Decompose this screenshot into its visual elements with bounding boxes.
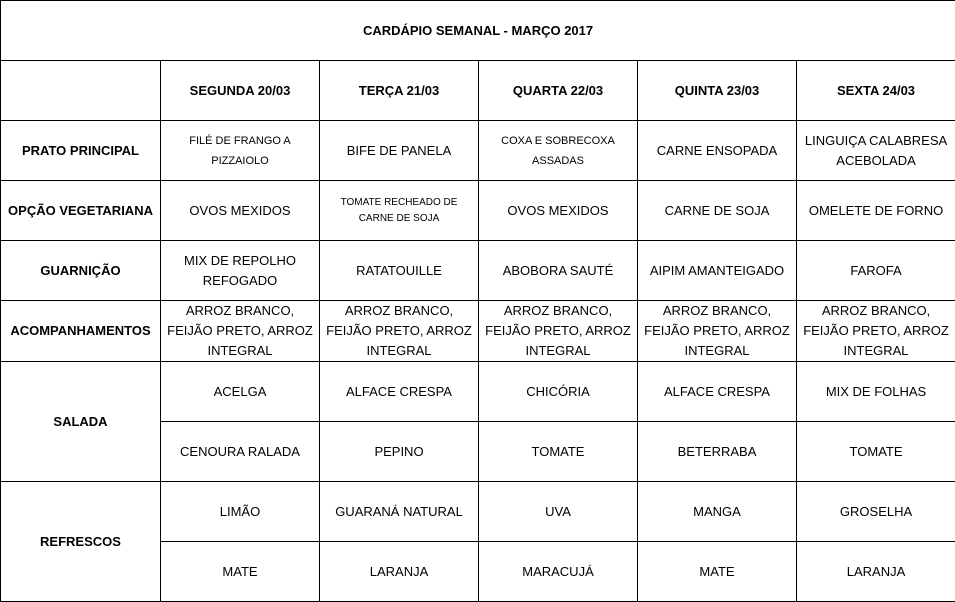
menu-cell: TOMATE RECHEADO DE CARNE DE SOJA [319,180,479,241]
menu-cell: BIFE DE PANELA [319,120,479,181]
table-row: CENOURA RALADA PEPINO TOMATE BETERRABA T… [1,421,955,482]
menu-cell: AIPIM AMANTEIGADO [637,240,797,301]
menu-cell: ARROZ BRANCO, FEIJÃO PRETO, ARROZ INTEGR… [795,300,955,362]
menu-cell: OVOS MEXIDOS [478,180,638,241]
menu-cell: PEPINO [319,421,479,482]
day-header: QUARTA 22/03 [478,60,638,121]
menu-cell: LIMÃO [160,481,320,542]
menu-cell: FAROFA [795,240,955,301]
menu-cell: MANGA [637,481,797,542]
menu-cell: CARNE DE SOJA [637,180,797,241]
menu-cell: LARANJA [795,541,955,602]
menu-cell: TOMATE [795,421,955,482]
header-row: SEGUNDA 20/03 TERÇA 21/03 QUARTA 22/03 Q… [0,60,955,121]
table-row: MATE LARANJA MARACUJÁ MATE LARANJA [1,541,955,602]
menu-cell: MIX DE FOLHAS [795,361,955,422]
row-label: SALADA [0,361,161,482]
menu-cell: RATATOUILLE [319,240,479,301]
menu-cell: GUARANÁ NATURAL [319,481,479,542]
menu-cell: TOMATE [478,421,638,482]
menu-cell: ARROZ BRANCO, FEIJÃO PRETO, ARROZ INTEGR… [319,300,479,362]
day-header: SEGUNDA 20/03 [160,60,320,121]
table-row: ACOMPANHAMENTOS ARROZ BRANCO, FEIJÃO PRE… [0,300,955,362]
table-row: GUARNIÇÃO MIX DE REPOLHO REFOGADO RATATO… [0,240,955,301]
menu-cell: LARANJA [319,541,479,602]
menu-cell: ALFACE CRESPA [637,361,797,422]
table-row: SALADA ACELGA ALFACE CRESPA CHICÓRIA ALF… [0,361,955,482]
menu-cell: CENOURA RALADA [160,421,320,482]
menu-cell: COXA E SOBRECOXA ASSADAS [478,120,638,181]
row-label: REFRESCOS [0,481,161,602]
menu-cell: FILÉ DE FRANGO A PIZZAIOLO [160,120,320,181]
row-label: ACOMPANHAMENTOS [0,300,161,362]
day-header: TERÇA 21/03 [319,60,479,121]
menu-cell: ALFACE CRESPA [319,361,479,422]
menu-cell: ARROZ BRANCO, FEIJÃO PRETO, ARROZ INTEGR… [637,300,797,362]
menu-cell: LINGUIÇA CALABRESA ACEBOLADA [795,120,955,181]
menu-cell: ARROZ BRANCO, FEIJÃO PRETO, ARROZ INTEGR… [478,300,638,362]
row-label: OPÇÃO VEGETARIANA [0,180,161,241]
row-label: PRATO PRINCIPAL [0,120,161,181]
menu-cell: CHICÓRIA [478,361,638,422]
menu-cell: CARNE ENSOPADA [637,120,797,181]
menu-cell: BETERRABA [637,421,797,482]
row-label: GUARNIÇÃO [0,240,161,301]
menu-cell: GROSELHA [795,481,955,542]
menu-cell: ACELGA [160,361,320,422]
menu-cell: UVA [478,481,638,542]
menu-cell: MATE [160,541,320,602]
menu-cell: MATE [637,541,797,602]
menu-cell: ABOBORA SAUTÉ [478,240,638,301]
table-row: OPÇÃO VEGETARIANA OVOS MEXIDOS TOMATE RE… [0,180,955,241]
day-header: QUINTA 23/03 [637,60,797,121]
menu-cell: MARACUJÁ [478,541,638,602]
menu-cell: MIX DE REPOLHO REFOGADO [160,240,320,301]
table-row: PRATO PRINCIPAL FILÉ DE FRANGO A PIZZAIO… [0,120,955,181]
menu-title: CARDÁPIO SEMANAL - MARÇO 2017 [0,0,955,61]
menu-cell: OVOS MEXIDOS [160,180,320,241]
corner-cell [0,60,161,121]
table-row: REFRESCOS LIMÃO GUARANÁ NATURAL UVA MANG… [0,481,955,602]
menu-cell: OMELETE DE FORNO [795,180,955,241]
menu-cell: ARROZ BRANCO, FEIJÃO PRETO, ARROZ INTEGR… [160,300,320,362]
day-header: SEXTA 24/03 [795,60,955,121]
